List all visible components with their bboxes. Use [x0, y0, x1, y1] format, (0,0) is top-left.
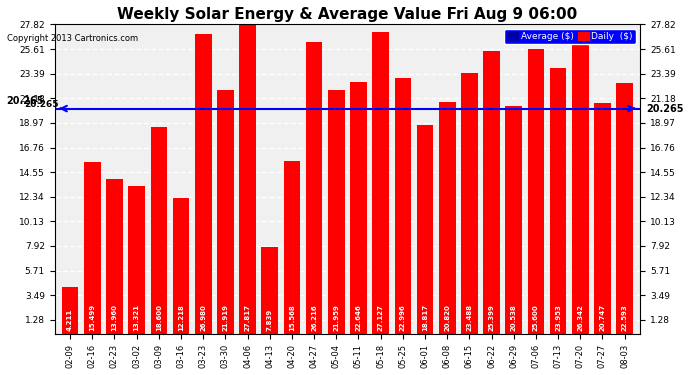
Text: 15.568: 15.568 — [289, 304, 295, 331]
Title: Weekly Solar Energy & Average Value Fri Aug 9 06:00: Weekly Solar Energy & Average Value Fri … — [117, 7, 578, 22]
Text: 22.646: 22.646 — [355, 304, 362, 331]
Text: 20.538: 20.538 — [511, 304, 517, 331]
Text: 20.820: 20.820 — [444, 304, 450, 331]
Bar — [350, 82, 367, 334]
Text: 26.216: 26.216 — [311, 304, 317, 331]
Bar — [128, 186, 145, 334]
Text: 21.959: 21.959 — [333, 304, 339, 331]
Bar — [594, 103, 611, 334]
Bar — [172, 198, 189, 334]
Bar — [528, 49, 544, 334]
Bar — [395, 78, 411, 334]
Bar — [506, 105, 522, 334]
Bar — [150, 127, 167, 334]
Text: 22.593: 22.593 — [622, 304, 628, 331]
Text: 27.127: 27.127 — [377, 304, 384, 331]
Text: 15.499: 15.499 — [89, 304, 95, 331]
Bar — [239, 24, 256, 334]
Text: 23.488: 23.488 — [466, 304, 473, 331]
Text: 4.211: 4.211 — [67, 309, 73, 331]
Bar — [217, 90, 234, 334]
Bar — [616, 82, 633, 334]
Text: 22.996: 22.996 — [400, 304, 406, 331]
Text: 26.342: 26.342 — [578, 304, 583, 331]
Text: 27.817: 27.817 — [244, 304, 250, 331]
Bar — [417, 124, 433, 334]
Text: 25.600: 25.600 — [533, 304, 539, 331]
Bar — [62, 287, 79, 334]
Text: 20.747: 20.747 — [600, 304, 606, 331]
Text: 25.399: 25.399 — [489, 304, 495, 331]
Text: 12.218: 12.218 — [178, 304, 184, 331]
Legend: Average ($), Daily  ($): Average ($), Daily ($) — [504, 29, 635, 44]
Bar — [262, 247, 278, 334]
Text: 21.919: 21.919 — [222, 304, 228, 331]
Bar — [550, 68, 566, 334]
Bar — [461, 73, 477, 334]
Text: 18.600: 18.600 — [156, 304, 162, 331]
Bar — [195, 34, 212, 334]
Text: 20.265: 20.265 — [6, 96, 43, 106]
Bar — [284, 161, 300, 334]
Bar — [483, 51, 500, 334]
Bar — [572, 41, 589, 334]
Bar — [306, 42, 322, 334]
Bar — [106, 179, 123, 334]
Text: 20.265: 20.265 — [646, 104, 684, 114]
Text: 20.265: 20.265 — [25, 100, 59, 109]
Text: 7.839: 7.839 — [267, 309, 273, 331]
Text: 23.953: 23.953 — [555, 304, 561, 331]
Bar — [84, 162, 101, 334]
Bar — [439, 102, 455, 334]
Bar — [373, 32, 389, 334]
Text: 13.960: 13.960 — [112, 304, 117, 331]
Text: 26.980: 26.980 — [200, 304, 206, 331]
Bar — [328, 90, 344, 334]
Text: Copyright 2013 Cartronics.com: Copyright 2013 Cartronics.com — [7, 34, 138, 43]
Text: 18.817: 18.817 — [422, 304, 428, 331]
Text: 13.321: 13.321 — [134, 304, 139, 331]
